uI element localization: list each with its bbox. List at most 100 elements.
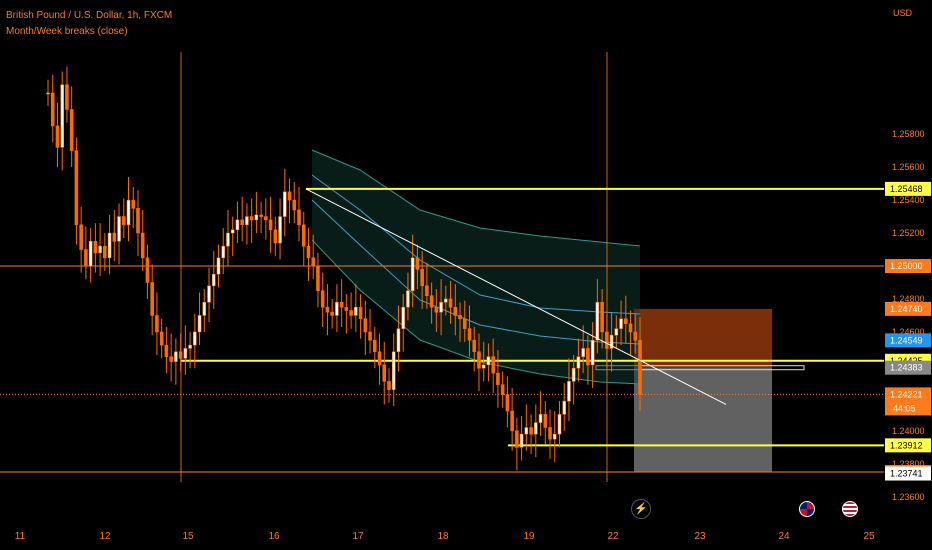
candle-body — [46, 92, 50, 95]
y-tick-label: 1.24000 — [892, 426, 925, 436]
candle-body — [121, 216, 126, 226]
candle-body — [638, 339, 642, 395]
candle-body — [268, 219, 273, 231]
candle-body — [586, 348, 590, 366]
x-tick-label: 16 — [268, 531, 280, 542]
candle-body — [519, 433, 524, 448]
candle-body — [496, 372, 500, 385]
candle-body — [628, 323, 633, 333]
candle-body — [448, 298, 453, 308]
candle-body — [297, 209, 301, 226]
candle-body — [69, 109, 74, 151]
candle-body — [178, 351, 183, 359]
candle-body — [197, 315, 202, 333]
candle-body — [264, 216, 268, 221]
candle-body — [320, 290, 325, 308]
x-tick-label: 12 — [99, 531, 111, 542]
symbol-title[interactable]: British Pound / U.S. Dollar, 1h, FXCM — [6, 10, 173, 21]
candle-body — [259, 214, 263, 217]
candle-body — [529, 427, 533, 435]
candle-body — [614, 328, 619, 336]
candle-body — [396, 328, 401, 353]
candle-body — [301, 224, 306, 247]
lightning-icon[interactable]: ⚡ — [631, 499, 651, 519]
candle-body — [401, 306, 406, 329]
candle-body — [391, 351, 396, 390]
candle-body — [211, 273, 216, 287]
candle-body — [74, 150, 79, 226]
price-label: 1.23912 — [890, 440, 923, 450]
x-tick-label: 24 — [778, 531, 790, 542]
uk-flag-icon[interactable] — [799, 501, 815, 517]
candle-body — [510, 410, 514, 432]
candle-body — [117, 216, 121, 242]
price-label: 1.24549 — [890, 335, 923, 345]
x-tick-label: 11 — [15, 531, 26, 542]
candle-body — [136, 208, 140, 234]
candle-body — [230, 229, 235, 234]
candle-body — [349, 310, 353, 316]
candle-body — [55, 125, 60, 148]
candle-body — [174, 351, 178, 362]
candle-body — [159, 331, 164, 346]
candle-body — [387, 381, 391, 390]
candle-body — [590, 339, 595, 366]
candle-body — [155, 315, 159, 333]
y-tick-label: 1.23800 — [892, 459, 925, 469]
horizontal-levels — [0, 52, 884, 482]
candle-body — [538, 414, 543, 423]
x-tick-label: 22 — [607, 531, 619, 542]
target-zone — [634, 367, 772, 473]
candle-body — [169, 356, 173, 362]
price-label-box — [885, 333, 931, 348]
candle-body — [410, 257, 415, 292]
candle-body — [287, 191, 292, 201]
currency-label: USD — [893, 8, 913, 18]
band-fill — [312, 150, 640, 384]
time-axis[interactable]: 11 12 15 16 17 18 19 22 23 24 25 — [15, 531, 875, 542]
candle-body — [226, 232, 230, 247]
candle-body — [477, 351, 481, 369]
candle-body — [515, 430, 519, 448]
candle-body — [458, 315, 462, 320]
candle-body — [481, 364, 486, 369]
candle-body — [339, 301, 344, 308]
trendline[interactable] — [305, 188, 727, 405]
candle-body — [112, 232, 117, 242]
candle-body — [330, 311, 334, 316]
price-label-box — [885, 301, 931, 316]
us-flag-icon[interactable] — [842, 501, 858, 517]
candle-body — [462, 318, 467, 329]
price-label-box — [885, 387, 931, 416]
candle-body — [595, 301, 600, 341]
stop-zone — [634, 308, 772, 368]
candle-body — [188, 344, 192, 349]
candle-body — [576, 356, 581, 369]
candle-body — [316, 265, 320, 292]
candle-body — [202, 301, 207, 316]
price-axis[interactable]: USD1.258001.256001.254001.252001.248001.… — [884, 0, 932, 550]
x-tick-label: 19 — [523, 531, 535, 542]
candle-body — [548, 427, 552, 440]
price-label: 1.24740 — [890, 304, 923, 314]
x-tick-label: 18 — [437, 531, 449, 542]
candle-body — [60, 84, 65, 148]
candle-body — [623, 318, 628, 325]
candle-body — [84, 249, 88, 267]
candle-body — [552, 433, 557, 440]
y-tick-label: 1.23600 — [892, 492, 925, 502]
candle-body — [50, 92, 55, 127]
candle-body — [306, 245, 311, 259]
candle-body — [444, 298, 448, 303]
y-tick-label: 1.25800 — [892, 129, 925, 139]
candle-body — [363, 318, 368, 333]
candle-body — [534, 422, 538, 435]
price-label: 1.24383 — [890, 363, 923, 373]
y-tick-label: 1.24600 — [892, 327, 925, 337]
candles — [46, 66, 642, 471]
price-label-box — [885, 438, 931, 453]
indicator-label[interactable]: Month/Week breaks (close) — [6, 26, 128, 37]
candle-body — [235, 219, 240, 231]
chart-legend: British Pound / U.S. Dollar, 1h, FXCM Mo… — [6, 8, 172, 40]
